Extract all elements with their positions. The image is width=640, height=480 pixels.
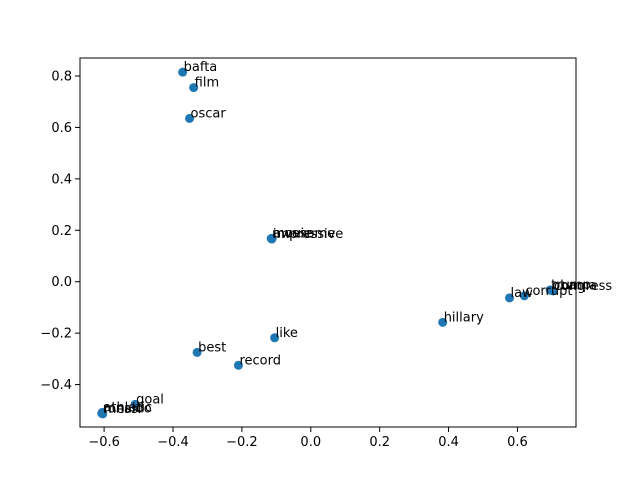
y-tick-label: 0.8: [51, 70, 72, 85]
point-label-awesome: awesome: [273, 226, 335, 241]
data-point-oscar: [185, 113, 195, 123]
axis-ticks: −0.6 −0.4 −0.2 0.0 0.2 0.4 0.6 −0.4 −0.2 0.0 0.2 0.…: [40, 70, 527, 451]
x-tick-label: 0.4: [438, 435, 459, 450]
data-point-like: [270, 333, 280, 343]
point-label-bafta: bafta: [184, 60, 218, 75]
data-point-awesome: [267, 233, 277, 243]
y-tick-label: −0.4: [40, 378, 72, 393]
point-label-obama: obama: [552, 278, 597, 293]
y-tick-label: 0.6: [51, 121, 72, 136]
point-label-movie: movie: [272, 227, 312, 242]
data-point-best: [192, 347, 202, 357]
data-point-hillary: [438, 317, 448, 327]
data-point-corrupt: [519, 291, 529, 301]
data-points: [97, 67, 558, 419]
x-tick-label: 0.6: [507, 435, 528, 450]
point-label-hillary: hillary: [444, 310, 484, 325]
x-tick-label: −0.6: [88, 435, 120, 450]
point-label-record: record: [239, 353, 281, 368]
plot-frame: [79, 57, 577, 428]
x-tick-label: 0.2: [369, 435, 390, 450]
y-tick-label: 0.2: [51, 224, 72, 239]
point-label-oscar: oscar: [191, 106, 227, 121]
y-tick-label: 0.0: [51, 275, 72, 290]
point-label-messi: messi: [104, 402, 142, 417]
point-label-film: film: [195, 76, 219, 91]
x-tick-label: −0.2: [226, 435, 258, 450]
x-tick-label: 0.0: [300, 435, 321, 450]
y-tick-label: 0.4: [51, 172, 72, 187]
point-label-goal: goal: [136, 392, 164, 407]
data-point-goal: [130, 399, 140, 409]
data-point-messi: [98, 409, 108, 419]
point-label-impressive: impressive: [273, 227, 343, 242]
data-point-record: [233, 360, 243, 370]
point-label-best: best: [198, 340, 226, 355]
y-tick-label: −0.2: [40, 327, 72, 342]
data-point-obama: [546, 285, 556, 295]
x-tick-label: −0.4: [157, 435, 189, 450]
point-label-law: law: [511, 286, 534, 301]
data-point-film: [189, 83, 199, 93]
point-label-corrupt: corrupt: [525, 284, 572, 299]
data-point-bafta: [178, 67, 188, 77]
point-label-ronaldo: ronaldo: [103, 401, 152, 416]
point-label-trump: trump: [551, 278, 591, 293]
point-label-congress: congress: [554, 279, 612, 294]
point-label-like: like: [276, 326, 298, 341]
data-point-law: [505, 293, 515, 303]
point-label-athletic: athletic: [103, 400, 152, 415]
